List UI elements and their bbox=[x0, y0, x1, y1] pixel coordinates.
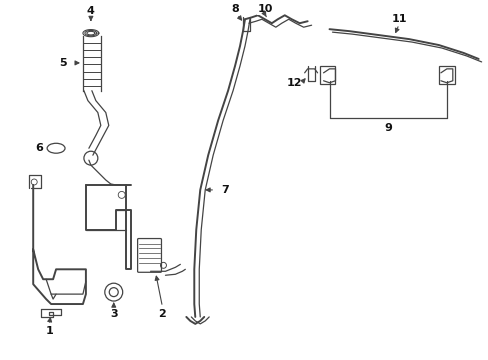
Text: 5: 5 bbox=[59, 58, 67, 68]
Text: 3: 3 bbox=[110, 309, 117, 319]
Text: 10: 10 bbox=[257, 4, 272, 14]
Text: 4: 4 bbox=[87, 6, 95, 16]
Text: 8: 8 bbox=[231, 4, 239, 14]
Text: 12: 12 bbox=[286, 78, 302, 88]
Text: 11: 11 bbox=[390, 14, 406, 24]
Text: 7: 7 bbox=[221, 185, 228, 195]
Text: 6: 6 bbox=[35, 143, 43, 153]
Text: 9: 9 bbox=[384, 123, 391, 134]
Text: 1: 1 bbox=[45, 326, 53, 336]
Text: 2: 2 bbox=[158, 309, 166, 319]
